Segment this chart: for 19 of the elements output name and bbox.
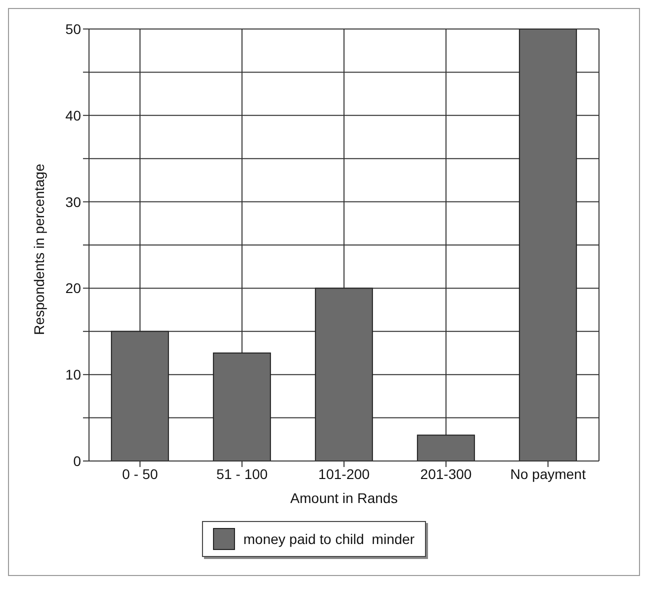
x-tick-label: 101-200 xyxy=(318,466,370,482)
y-axis-title: Respondents in percentage xyxy=(30,164,47,335)
y-tick-label: 30 xyxy=(65,194,82,210)
bar xyxy=(314,288,373,461)
legend-label: money paid to child minder xyxy=(243,531,415,547)
bar xyxy=(212,352,271,461)
bar xyxy=(518,29,577,461)
x-tick-label: 0 - 50 xyxy=(122,466,158,482)
y-tick-label: 50 xyxy=(65,20,82,37)
y-tick-label: 0 xyxy=(73,452,82,469)
y-tick-label: 40 xyxy=(65,107,82,124)
y-tick-label: 10 xyxy=(65,366,82,383)
x-axis-title: Amount in Rands xyxy=(290,490,398,506)
x-tick-label: 201-300 xyxy=(420,466,472,482)
x-tick-label: 51 - 100 xyxy=(216,466,268,482)
y-tick-label: 20 xyxy=(65,280,82,296)
bar xyxy=(110,330,169,461)
bar xyxy=(416,434,475,461)
x-tick-label: No payment xyxy=(510,466,586,482)
